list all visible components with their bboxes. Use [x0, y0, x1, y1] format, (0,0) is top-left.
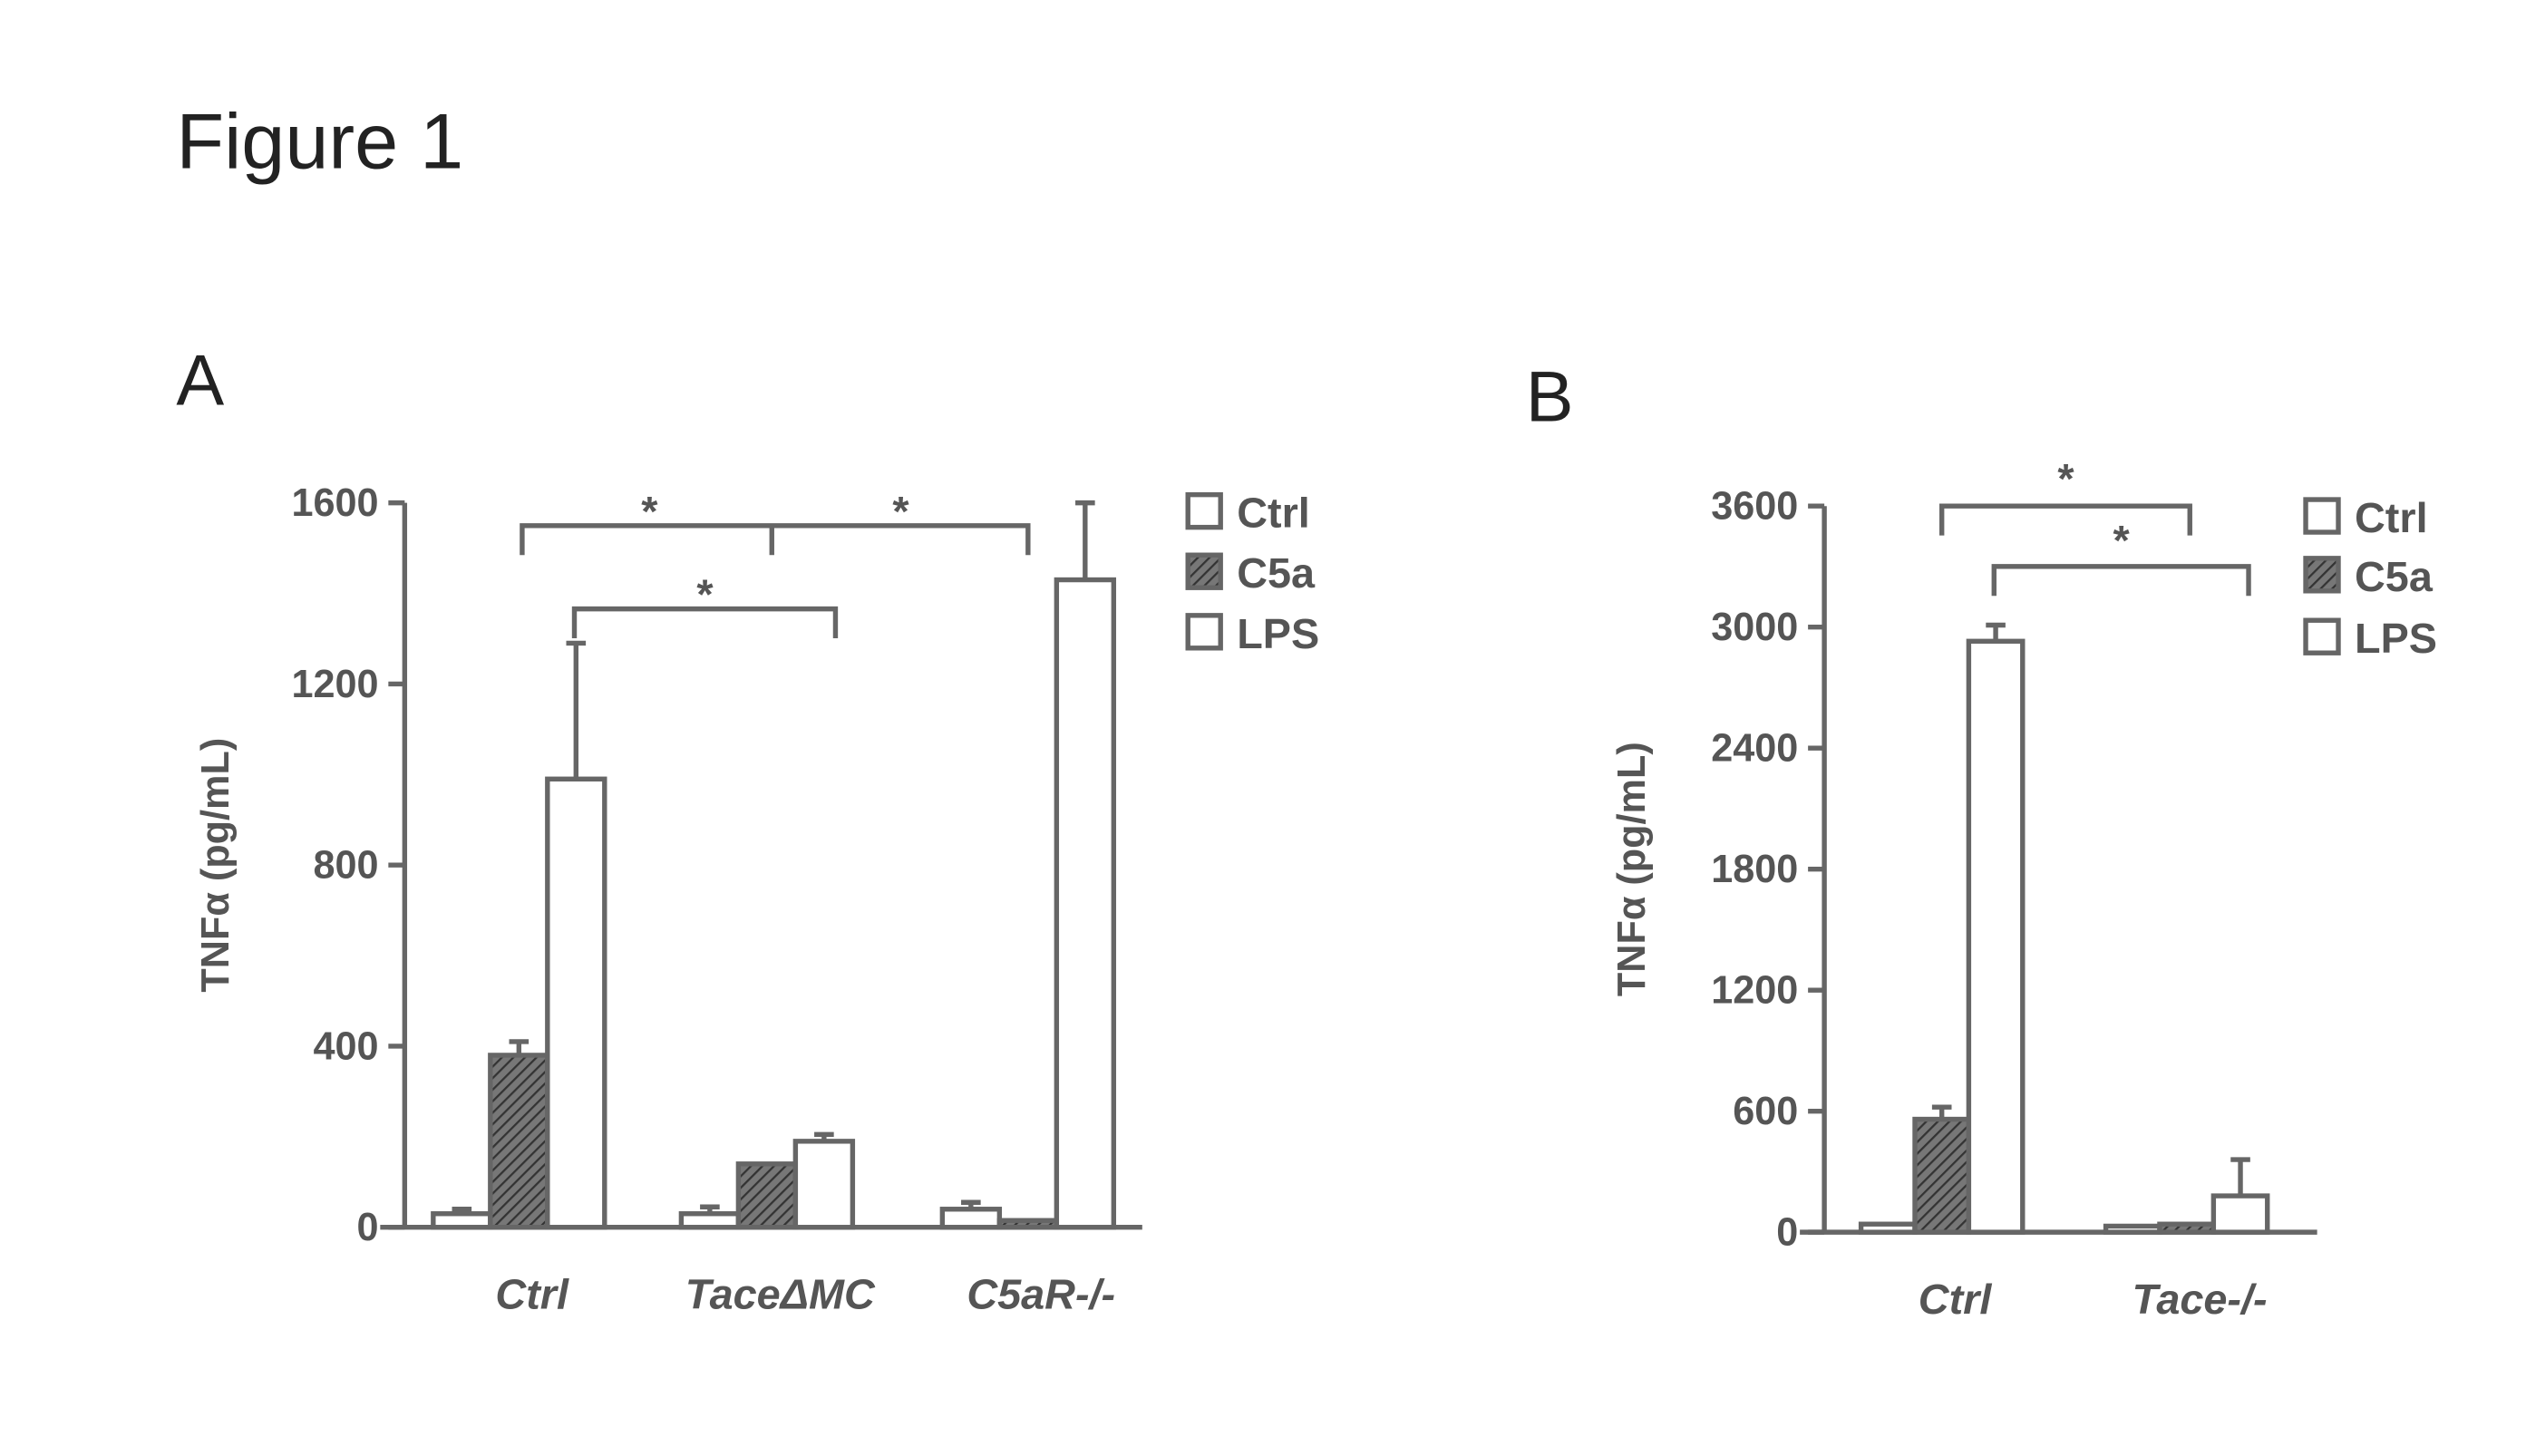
y-tick-label: 3600	[1711, 485, 1798, 529]
y-axis-label: TNFα (pg/mL)	[194, 738, 238, 993]
bar	[1861, 1224, 1915, 1232]
figure: Figure 1 A TNFα (pg/mL) 0 400 800 1200 1600 Ctr…	[0, 0, 2526, 1456]
significance-star: *	[641, 488, 658, 535]
panel-label: B	[1526, 356, 1574, 437]
bar	[738, 1164, 795, 1228]
y-tick-label: 2400	[1711, 727, 1798, 771]
y-tick-label: 1600	[291, 481, 378, 525]
y-tick-label: 0	[357, 1206, 379, 1249]
bar	[491, 1055, 548, 1228]
significance-star: *	[696, 571, 714, 618]
bar	[1968, 641, 2022, 1232]
y-tick-label: 400	[313, 1024, 378, 1068]
legend-swatch	[2306, 558, 2338, 591]
y-tick-label: 0	[1776, 1211, 1798, 1255]
y-axis-label: TNFα (pg/mL)	[1610, 742, 1654, 996]
legend-swatch	[2306, 500, 2338, 532]
legend-label: C5a	[1237, 549, 1316, 597]
x-tick-label: Ctrl	[1919, 1276, 1993, 1323]
legend-swatch	[1188, 616, 1220, 648]
significance-star: *	[2113, 517, 2131, 564]
bar	[681, 1214, 738, 1228]
significance-star: *	[2057, 455, 2074, 502]
figure-title: Figure 1	[176, 99, 463, 186]
bar	[1056, 580, 1113, 1228]
bar	[548, 779, 605, 1227]
x-tick-label: Ctrl	[495, 1271, 569, 1318]
significance-bracket	[1942, 506, 2191, 535]
x-tick-label: Tace-/-	[2133, 1276, 2268, 1323]
y-tick-label: 800	[313, 844, 378, 888]
error-bar	[1075, 503, 1095, 580]
legend-label: Ctrl	[2355, 494, 2428, 541]
significance-star: *	[892, 488, 909, 535]
legend-swatch	[1188, 495, 1220, 528]
bar	[433, 1214, 491, 1228]
y-tick-label: 600	[1733, 1090, 1798, 1133]
bar	[2213, 1196, 2267, 1232]
y-tick-label: 3000	[1711, 606, 1798, 649]
bar	[795, 1141, 852, 1228]
legend-label: Ctrl	[1237, 490, 1310, 537]
significance-bracket	[522, 526, 1028, 555]
panel-label: A	[176, 340, 224, 421]
x-tick-label: TaceΔMC	[685, 1271, 876, 1318]
legend-swatch	[1188, 555, 1220, 587]
bar	[942, 1209, 999, 1228]
error-bar	[567, 643, 587, 779]
bar	[1915, 1120, 1968, 1233]
legend-label: LPS	[2355, 615, 2437, 662]
legend-swatch	[2306, 620, 2338, 653]
bar	[999, 1220, 1056, 1227]
y-tick-label: 1800	[1711, 848, 1798, 891]
x-tick-label: C5aR-/-	[967, 1271, 1115, 1318]
y-tick-label: 1200	[291, 663, 378, 706]
significance-bracket	[1994, 567, 2249, 596]
legend-label: LPS	[1237, 610, 1319, 657]
error-bar	[2230, 1160, 2250, 1196]
y-tick-label: 1200	[1711, 969, 1798, 1013]
bar	[2106, 1226, 2160, 1232]
bar	[2160, 1224, 2213, 1232]
legend-label: C5a	[2355, 553, 2434, 600]
